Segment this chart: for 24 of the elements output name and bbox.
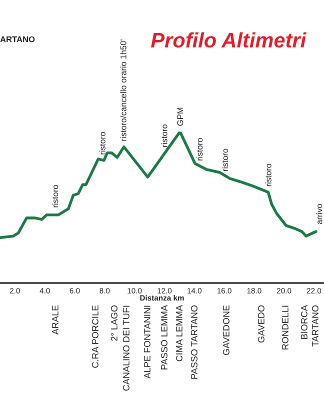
annotation: ristoro/cancello orario 1h50' xyxy=(120,40,126,141)
annotation: ristoro xyxy=(196,138,203,160)
text: RONDELLI xyxy=(282,306,288,350)
annotation: arrivo xyxy=(316,204,322,224)
text: GAVEDONE xyxy=(223,305,230,356)
annotation: ristoro xyxy=(265,164,272,186)
text: BIORCA xyxy=(301,305,308,339)
text: 2° LAGO xyxy=(111,305,118,341)
text: PASSO TARTANO xyxy=(191,305,198,379)
chart-title: Profilo Altimetri xyxy=(151,32,306,48)
annotation: GPM xyxy=(177,108,184,126)
annotation: ristoro xyxy=(222,148,228,171)
text: C.RA PORCILE xyxy=(92,305,98,368)
annotation: ristoro xyxy=(52,185,58,208)
text: ARTANO xyxy=(0,36,35,42)
text: PASSO LEMMA xyxy=(161,305,168,370)
text: GAVEDO xyxy=(258,305,264,343)
text: CIMA LEMMA xyxy=(176,305,182,362)
annotation: ristoro xyxy=(99,132,106,154)
text: CANALINO DEI TUFI xyxy=(123,306,130,391)
annotation: ristoro xyxy=(161,124,168,147)
text: ARALE xyxy=(52,305,58,335)
text: ALPE FONTANINI xyxy=(144,306,150,379)
text: TARTANO xyxy=(312,305,318,346)
